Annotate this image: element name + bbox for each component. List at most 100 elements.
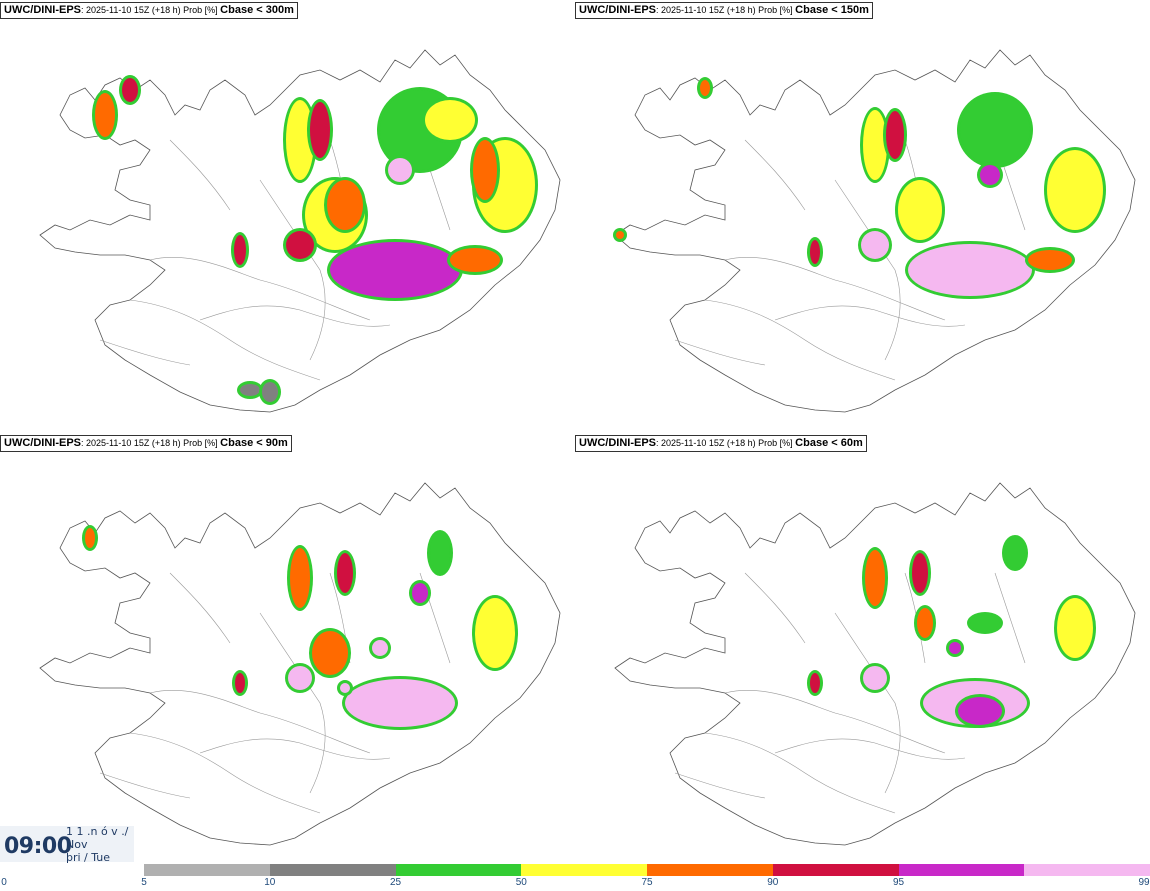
- probability-core: [898, 180, 942, 240]
- date-line-1: 1 1 .n ó v ./: [66, 825, 129, 838]
- probability-core: [340, 683, 350, 693]
- probability-area: [369, 637, 391, 659]
- contour-line: [774, 738, 966, 760]
- parameter-label: Cbase < 300m: [220, 4, 294, 16]
- date-line-2: Nov: [66, 838, 88, 851]
- parameter-label: Cbase < 150m: [795, 4, 869, 16]
- probability-core: [980, 165, 1000, 185]
- probability-area: [342, 676, 458, 730]
- probability-core: [917, 608, 933, 638]
- probability-area: [337, 680, 353, 696]
- probability-area: [883, 108, 907, 162]
- probability-area: [334, 550, 356, 596]
- probability-core: [861, 231, 889, 259]
- probability-core: [286, 100, 314, 180]
- probability-core: [345, 679, 455, 727]
- probability-core: [865, 550, 885, 606]
- panel-title: UWC/DINI-EPS: 2025-11-10 15Z (+18 h) Pro…: [0, 2, 298, 19]
- contour-line: [774, 305, 966, 327]
- probability-area: [232, 670, 248, 696]
- contour-line: [129, 732, 321, 814]
- probability-core: [372, 640, 388, 656]
- probability-core: [85, 528, 95, 548]
- parameter-label: Cbase < 60m: [795, 437, 863, 449]
- probability-core: [95, 93, 115, 137]
- contour-line: [744, 572, 806, 644]
- model-name: UWC/DINI-EPS: [579, 4, 656, 16]
- probability-core: [1057, 598, 1093, 658]
- probability-core: [475, 598, 515, 668]
- model-name: UWC/DINI-EPS: [4, 4, 81, 16]
- contour-line: [704, 299, 896, 381]
- model-name: UWC/DINI-EPS: [4, 437, 81, 449]
- probability-area: [1044, 147, 1106, 233]
- contour-line: [674, 772, 766, 799]
- probability-area: [409, 580, 431, 606]
- legend-swatch: [521, 864, 647, 876]
- probability-area: [1002, 535, 1028, 571]
- probability-core: [949, 642, 961, 654]
- legend-tick-label: 75: [641, 877, 653, 888]
- probability-core: [290, 548, 310, 608]
- probability-map: [614, 482, 1136, 846]
- probability-core: [908, 244, 1032, 296]
- probability-core: [240, 384, 260, 396]
- probability-area: [858, 228, 892, 262]
- probability-map: [39, 482, 561, 846]
- contour-line: [259, 612, 326, 794]
- contour-line: [704, 732, 896, 814]
- probability-core: [312, 631, 348, 675]
- contour-line: [149, 689, 371, 754]
- contour-line: [834, 179, 901, 361]
- probability-core: [450, 248, 500, 272]
- probability-core: [810, 673, 820, 693]
- probability-area: [1054, 595, 1096, 661]
- probability-area: [895, 177, 945, 243]
- contour-line: [169, 139, 231, 211]
- probability-core: [430, 533, 450, 573]
- probability-area: [385, 155, 415, 185]
- panel-title: UWC/DINI-EPS: 2025-11-10 15Z (+18 h) Pro…: [0, 435, 292, 452]
- probability-core: [337, 553, 353, 593]
- probability-area: [231, 232, 249, 268]
- contour-line: [169, 572, 231, 644]
- contour-line: [744, 139, 806, 211]
- contour-line: [724, 689, 946, 754]
- probability-core: [970, 615, 1000, 631]
- probability-core: [960, 95, 1030, 165]
- valid-time-box: 09:00 1 1 .n ó v ./ Nov þri / Tue: [0, 825, 134, 864]
- contour-line: [99, 772, 191, 799]
- probability-area: [259, 379, 281, 405]
- probability-area: [860, 107, 890, 183]
- run-info: : 2025-11-10 15Z (+18 h) Prob [%]: [81, 5, 221, 15]
- probability-area: [119, 75, 141, 105]
- probability-area: [977, 162, 1003, 188]
- legend-bar: [144, 864, 1150, 876]
- legend-swatch: [647, 864, 773, 876]
- probability-core: [473, 140, 497, 200]
- probability-core: [810, 240, 820, 264]
- run-info: : 2025-11-10 15Z (+18 h) Prob [%]: [656, 438, 796, 448]
- probability-core: [1028, 250, 1072, 270]
- probability-core: [912, 553, 928, 593]
- contour-line: [724, 256, 946, 321]
- legend-tick-label: 0: [1, 877, 7, 888]
- legend-swatch: [1024, 864, 1150, 876]
- legend-swatch: [269, 864, 396, 876]
- probability-area: [909, 550, 931, 596]
- probability-area: [287, 545, 313, 611]
- probability-area: [914, 605, 936, 641]
- legend-swatch: [395, 864, 522, 876]
- probability-core: [262, 382, 278, 402]
- probability-core: [863, 666, 887, 690]
- probability-area: [697, 77, 713, 99]
- probability-area: [1025, 247, 1075, 273]
- legend-tick-label: 5: [141, 877, 147, 888]
- valid-time: 09:00: [4, 834, 72, 859]
- probability-area: [324, 177, 366, 233]
- probability-area: [860, 663, 890, 693]
- probability-core: [327, 180, 363, 230]
- map-panel-60m: UWC/DINI-EPS: 2025-11-10 15Z (+18 h) Pro…: [575, 433, 1145, 853]
- probability-area: [92, 90, 118, 140]
- map-panel-300m: UWC/DINI-EPS: 2025-11-10 15Z (+18 h) Pro…: [0, 0, 570, 420]
